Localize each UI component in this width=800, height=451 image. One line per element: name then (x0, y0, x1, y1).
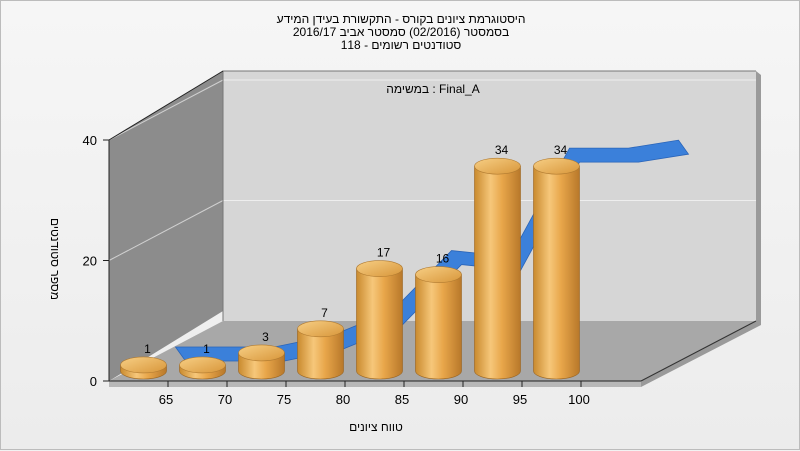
bar: 7 (297, 306, 344, 380)
bar-body (356, 268, 403, 380)
x-tick-label: 65 (159, 392, 173, 407)
y-axis-title: מספר סטודנטים (48, 218, 62, 300)
bar-cap (297, 320, 344, 338)
y-tick-label: 40 (83, 133, 97, 148)
bar-value-label: 3 (262, 330, 269, 344)
bar-cap (179, 356, 226, 374)
bar: 34 (533, 143, 580, 380)
floor-front-edge (109, 381, 641, 387)
y-tick-label: 20 (83, 254, 97, 269)
series-legend-label: Final_A : במשימה (386, 82, 479, 96)
y-tick-label: 0 (90, 374, 97, 389)
gridline-side (108, 200, 224, 261)
gridline-side (108, 79, 224, 141)
bar-body (533, 165, 580, 380)
bar-body (474, 165, 521, 380)
bar-body (297, 328, 344, 380)
x-tick-label: 75 (277, 392, 291, 407)
x-tick-label: 100 (568, 392, 590, 407)
bar-value-label: 1 (144, 342, 151, 356)
bar-value-label: 7 (321, 306, 328, 320)
bar-value-label: 34 (554, 143, 568, 157)
bar: 3 (238, 330, 285, 380)
bar-value-label: 17 (377, 246, 391, 260)
bar-cap (238, 344, 285, 362)
bar: 17 (356, 246, 403, 380)
x-axis-title: טווח ציונים (349, 420, 403, 434)
x-tick-label: 70 (218, 392, 232, 407)
x-tick-label: 95 (513, 392, 527, 407)
bar-body (415, 274, 462, 380)
bar-value-label: 34 (495, 143, 509, 157)
x-tick-label: 90 (454, 392, 468, 407)
side-wall-top-edge (108, 70, 224, 141)
x-tick-label: 85 (395, 392, 409, 407)
chart-title: היסטוגרמת ציונים בקורס - התקשורת בעידן ה… (1, 13, 800, 52)
ticks-group: 0 20 40 65 70 75 80 85 90 95 100 (83, 133, 590, 407)
bar: 34 (474, 143, 521, 380)
bar: 1 (179, 342, 226, 380)
x-tick-label: 80 (336, 392, 350, 407)
bar-cap (120, 356, 167, 374)
chart-title-line-3: סטודנטים רשומים - 118 (340, 38, 462, 52)
bar: 1 (120, 342, 167, 380)
bar-cap (474, 157, 521, 175)
bars-group: 1 1 3 7 17 16 34 34 (120, 143, 580, 380)
chart-title-line-2: בסמסטר (02/2016) סמסטר אביב 2016/17 (292, 25, 510, 39)
bar-value-label: 1 (203, 342, 210, 356)
chart-title-line-1: היסטוגרמת ציונים בקורס - התקשורת בעידן ה… (276, 12, 526, 26)
bar: 16 (415, 252, 462, 380)
bar-cap (356, 260, 403, 277)
bar-cap (415, 266, 462, 283)
plot-right-frame (640, 320, 757, 382)
bar-value-label: 16 (436, 252, 450, 266)
bar-cap (533, 157, 580, 175)
side-wall (109, 71, 223, 381)
